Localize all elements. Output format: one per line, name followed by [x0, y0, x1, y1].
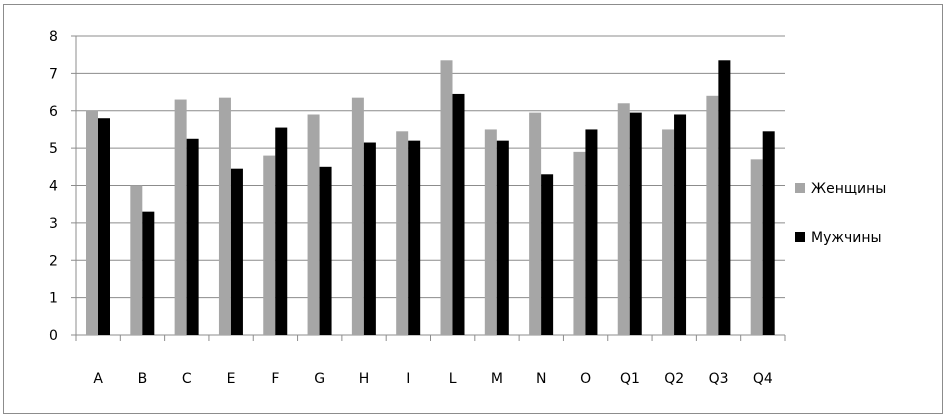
- bar-women-F: [263, 155, 276, 335]
- bar-women-E: [218, 97, 231, 335]
- bar-men-H: [363, 142, 376, 335]
- bar-women-Q4: [750, 159, 763, 335]
- x-tick-label: B: [138, 371, 148, 387]
- bar-men-B: [142, 211, 155, 335]
- bar-women-Q1: [617, 103, 630, 336]
- legend: Женщины Мужчины: [795, 181, 886, 246]
- x-tick-label: G: [314, 371, 325, 387]
- bar-women-A: [86, 110, 98, 335]
- y-tick-label: 6: [49, 104, 58, 120]
- bar-women-C: [174, 99, 187, 335]
- x-tick-label: F: [271, 371, 279, 387]
- bar-men-M: [496, 140, 509, 335]
- y-tick-label: 7: [49, 66, 58, 82]
- legend-label-women: Женщины: [811, 181, 886, 197]
- legend-label-men: Мужчины: [811, 230, 882, 246]
- bar-men-Q3: [718, 60, 731, 335]
- bar-men-E: [230, 168, 243, 335]
- x-tick-label: Q4: [753, 371, 773, 387]
- bar-men-I: [408, 140, 421, 335]
- y-tick-label: 8: [49, 29, 58, 45]
- bar-men-L: [452, 93, 465, 336]
- bar-men-Q1: [629, 112, 642, 336]
- x-tick-label: M: [491, 371, 503, 387]
- bar-men-Q4: [762, 131, 775, 335]
- x-tick-label: Q1: [620, 371, 640, 387]
- bar-women-N: [529, 112, 542, 336]
- x-tick-label: L: [449, 371, 457, 387]
- y-axis-ticks: 0 1 2 3 4 5 6 7 8: [49, 29, 58, 344]
- x-tick-label: I: [406, 371, 410, 387]
- bar-men-G: [319, 166, 332, 335]
- bar-women-L: [440, 60, 453, 335]
- bar-women-Q2: [662, 129, 675, 335]
- bar-women-M: [484, 129, 497, 335]
- legend-swatch-women: [795, 183, 805, 193]
- bar-men-O: [585, 129, 598, 335]
- bar-women-O: [573, 151, 586, 335]
- x-tick-label: O: [580, 371, 591, 387]
- x-tick-label: C: [182, 371, 192, 387]
- x-tick-label: N: [536, 371, 546, 387]
- bar-women-G: [307, 114, 320, 335]
- y-tick-label: 2: [49, 253, 58, 269]
- y-tick-label: 0: [49, 328, 58, 344]
- bar-men-Q2: [674, 114, 687, 335]
- y-tick-label: 4: [49, 179, 58, 195]
- bar-men-C: [186, 138, 199, 335]
- bar-women-H: [351, 97, 364, 335]
- bar-men-F: [275, 127, 288, 335]
- y-tick-label: 1: [49, 291, 58, 307]
- legend-swatch-men: [795, 232, 805, 242]
- x-tick-label: Q3: [709, 371, 729, 387]
- x-tick-label: A: [93, 371, 103, 387]
- bar-women-B: [130, 185, 143, 335]
- bar-chart: 0 1 2 3 4 5 6 7 8 A B C E F G H I L M N O Q1 Q2 Q3 Q4 Женщины Му…: [49, 29, 886, 387]
- bars: [86, 60, 775, 336]
- bar-women-I: [396, 131, 409, 335]
- x-axis-ticks: A B C E F G H I L M N O Q1 Q2 Q3 Q4: [93, 371, 773, 387]
- x-tick-label: E: [227, 371, 236, 387]
- x-tick-label: Q2: [664, 371, 684, 387]
- bar-men-A: [98, 118, 110, 335]
- bar-women-Q3: [706, 95, 719, 335]
- x-tick-label: H: [359, 371, 370, 387]
- bar-men-N: [541, 174, 554, 335]
- y-tick-label: 3: [49, 216, 58, 232]
- chart-area: 0 1 2 3 4 5 6 7 8 A B C E F G H I L M N O Q1 Q2 Q3 Q4 Женщины Му…: [3, 4, 943, 414]
- y-tick-label: 5: [49, 141, 58, 157]
